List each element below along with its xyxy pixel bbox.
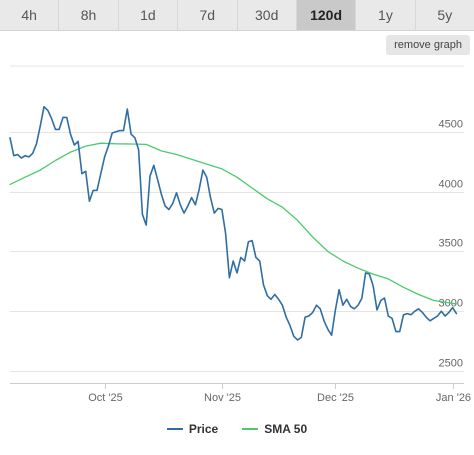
legend-swatch-sma — [242, 428, 259, 430]
grid — [10, 65, 464, 384]
y-tick-label: 4500 — [439, 119, 463, 131]
tab-5y[interactable]: 5y — [437, 7, 453, 23]
tab-4h[interactable]: 4h — [0, 0, 60, 30]
tab-30d[interactable]: 30d — [238, 0, 297, 30]
tab-7d[interactable]: 7d — [178, 0, 238, 30]
y-tick-label: 2500 — [439, 358, 463, 370]
y-tick-label: 4000 — [439, 179, 463, 191]
series-lines — [9, 105, 458, 341]
legend-swatch-price — [166, 428, 183, 430]
tab-1d[interactable]: 1d — [119, 0, 179, 30]
tab-8h[interactable]: 8h — [59, 0, 119, 30]
x-axis-ticks: Oct '25 Nov '25 Dec '25 Jan '26 — [88, 383, 471, 404]
legend-label-sma: SMA 50 — [264, 422, 308, 436]
x-tick-label: Dec '25 — [317, 392, 354, 404]
legend-label-price: Price — [188, 422, 219, 436]
timeframe-tabs: 4h 8h 1d 7d 30d 120d 1y 5y — [0, 0, 474, 31]
legend-item-price[interactable]: Price — [166, 422, 219, 436]
y-tick-label: 3500 — [439, 238, 463, 250]
x-tick-label: Oct '25 — [88, 392, 123, 404]
x-tick-label: Jan '26 — [436, 392, 471, 404]
tab-120d[interactable]: 120d — [296, 0, 357, 30]
x-tick-label: Nov '25 — [204, 392, 241, 404]
remove-graph-button[interactable]: remove graph — [386, 35, 470, 55]
legend: Price SMA 50 — [0, 418, 474, 440]
series-line-price — [9, 105, 458, 341]
tab-1y[interactable]: 1y — [356, 0, 416, 30]
legend-item-sma[interactable]: SMA 50 — [242, 422, 307, 436]
series-line-sma50 — [9, 142, 458, 305]
